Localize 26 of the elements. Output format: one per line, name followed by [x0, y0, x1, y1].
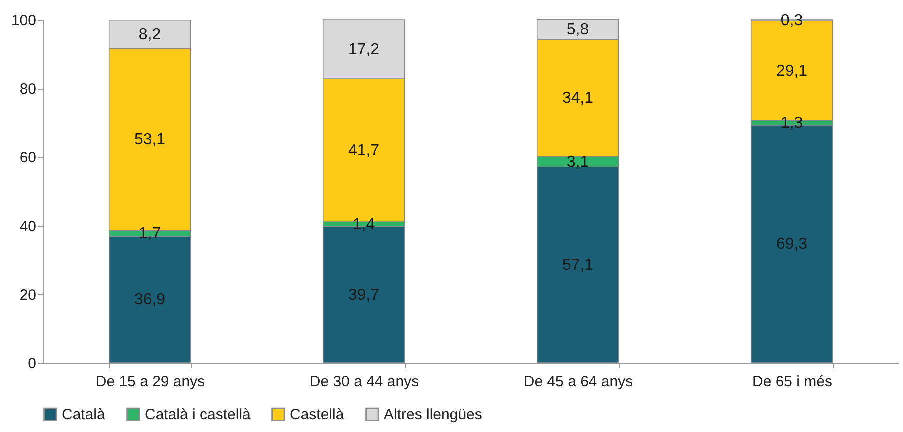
x-tick-label: De 30 a 44 anys: [310, 374, 420, 390]
y-tick-label: 60: [20, 150, 36, 167]
data-label: 39,7: [348, 286, 380, 304]
y-tick-label: 80: [20, 81, 36, 98]
data-label: 17,2: [348, 42, 380, 58]
legend-label: Altres llengües: [384, 406, 482, 424]
data-label: 29,1: [776, 62, 808, 80]
legend-label: Català i castellà: [145, 406, 252, 424]
data-label: 57,1: [562, 257, 594, 274]
data-label: 34,1: [562, 90, 594, 108]
data-label: 69,3: [776, 236, 808, 254]
y-tick-label: 0: [28, 356, 36, 372]
data-label: 36,9: [134, 292, 166, 309]
x-tick-label: De 15 a 29 anys: [96, 374, 206, 390]
legend-label: Català: [62, 406, 106, 424]
y-tick-label: 20: [20, 286, 36, 304]
x-tick-label: De 45 a 64 anys: [524, 374, 634, 390]
data-label: 53,1: [134, 132, 166, 149]
y-tick-label: 40: [20, 218, 36, 236]
data-label: 8,2: [138, 26, 162, 44]
data-label: 3,1: [566, 154, 590, 171]
legend-label: Castellà: [290, 406, 345, 424]
data-label: 41,7: [348, 142, 380, 160]
data-label: 5,8: [566, 22, 590, 39]
y-tick-label: 100: [11, 12, 36, 30]
x-tick-label: De 65 i més: [752, 374, 833, 390]
